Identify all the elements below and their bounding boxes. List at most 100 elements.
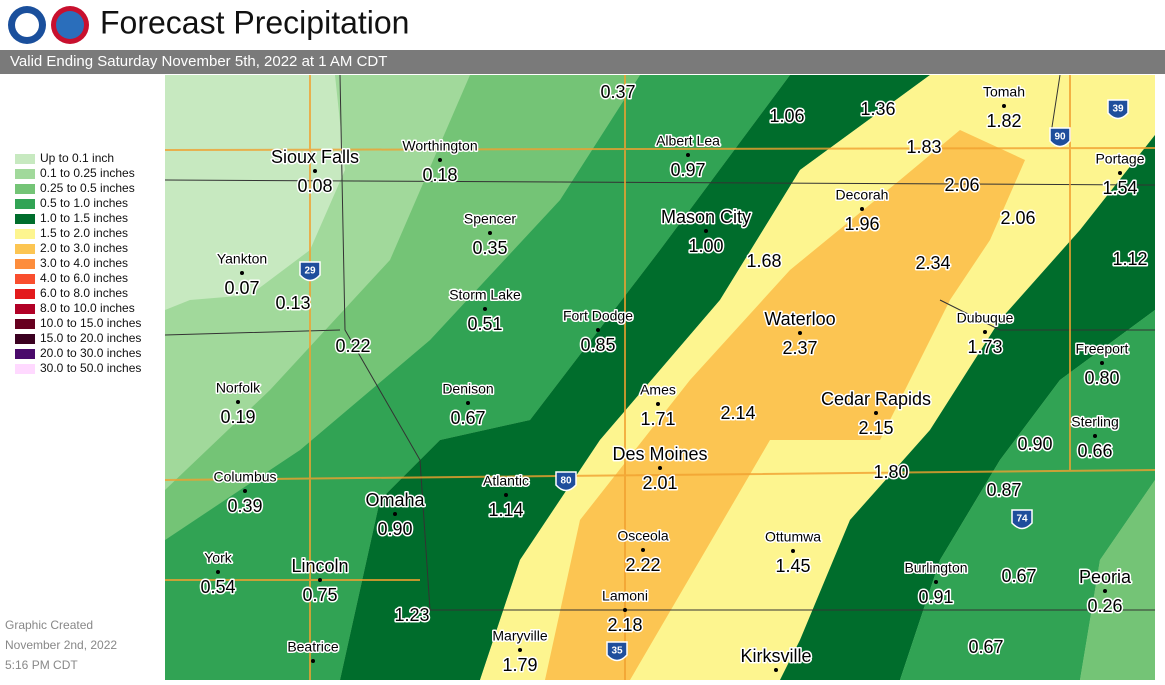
legend-label: 6.0 to 8.0 inches — [40, 286, 128, 300]
city-dot — [488, 231, 492, 235]
city-value: 1.45 — [775, 556, 810, 576]
city-dot — [658, 466, 662, 470]
noaa-logo-inner — [15, 13, 39, 37]
city-dot — [466, 401, 470, 405]
legend-label: 0.25 to 0.5 inches — [40, 181, 135, 195]
interstate-label: 39 — [1112, 104, 1124, 115]
precip-value: 1.12 — [1112, 249, 1147, 269]
legend-swatch — [15, 304, 35, 314]
city-name: Decorah — [836, 187, 889, 203]
interstate-shield — [1107, 99, 1129, 120]
city-name: Burlington — [904, 560, 967, 576]
city-name: Tomah — [983, 84, 1025, 100]
city-dot — [518, 648, 522, 652]
precip-area — [165, 75, 345, 310]
precip-value: 0.67 — [968, 637, 1003, 657]
city-dot — [1100, 361, 1104, 365]
legend-label: 0.1 to 0.25 inches — [40, 166, 135, 180]
city-dot — [1118, 171, 1122, 175]
city-dot — [311, 659, 315, 663]
legend-swatch — [15, 199, 35, 209]
legend-label: 8.0 to 10.0 inches — [40, 301, 135, 315]
legend-label: 2.0 to 3.0 inches — [40, 241, 128, 255]
city-dot — [243, 489, 247, 493]
precip-value: 2.06 — [1000, 208, 1035, 228]
legend-swatch — [15, 154, 35, 164]
precip-value: 1.83 — [906, 137, 941, 157]
precip-value: 0.90 — [1017, 434, 1052, 454]
subtitle: Valid Ending Saturday November 5th, 2022… — [10, 53, 387, 70]
legend-swatch — [15, 214, 35, 224]
precip-value: 0.37 — [600, 82, 635, 102]
city-name: Waterloo — [764, 309, 835, 329]
city-name: Maryville — [492, 628, 547, 644]
precip-value: 0.13 — [275, 293, 310, 313]
city-value: 0.91 — [918, 587, 953, 607]
city-dot — [686, 153, 690, 157]
city-value: 0.51 — [467, 314, 502, 334]
city-value: 0.26 — [1087, 596, 1122, 616]
city-name: Ottumwa — [765, 529, 821, 545]
city-dot — [216, 570, 220, 574]
city-dot — [704, 229, 708, 233]
legend-label: 0.5 to 1.0 inches — [40, 196, 128, 210]
legend-swatch — [15, 349, 35, 359]
city-value: 2.37 — [782, 338, 817, 358]
city-value: 0.35 — [472, 238, 507, 258]
city-name: Atlantic — [483, 473, 529, 489]
city-value: 1.96 — [844, 214, 879, 234]
city-name: Omaha — [365, 490, 425, 510]
city-dot — [623, 608, 627, 612]
precip-value: 2.14 — [720, 403, 755, 423]
city-value: 0.08 — [297, 176, 332, 196]
city-dot — [774, 668, 778, 672]
city-dot — [1093, 434, 1097, 438]
legend-swatch — [15, 289, 35, 299]
city-name: Norfolk — [216, 380, 261, 396]
city-value: 0.80 — [1084, 368, 1119, 388]
city-value: 0.39 — [227, 496, 262, 516]
precip-area — [340, 75, 930, 680]
city-dot — [240, 271, 244, 275]
precip-value: 0.87 — [986, 480, 1021, 500]
city-dot — [1002, 104, 1006, 108]
city-value: 0.75 — [302, 585, 337, 605]
city-dot — [504, 493, 508, 497]
map — [165, 75, 1155, 680]
legend-swatch — [15, 274, 35, 284]
legend-swatch — [15, 184, 35, 194]
city-value: 0.67 — [450, 408, 485, 428]
footer-text: November 2nd, 2022 — [5, 638, 117, 652]
legend-label: Up to 0.1 inch — [40, 151, 114, 165]
precip-value: 1.68 — [746, 251, 781, 271]
city-dot — [313, 169, 317, 173]
footer-text: 5:16 PM CDT — [5, 658, 78, 672]
interstate-label: 90 — [1054, 132, 1066, 143]
city-value: 0.90 — [377, 519, 412, 539]
city-dot — [983, 330, 987, 334]
legend-label: 3.0 to 4.0 inches — [40, 256, 128, 270]
precip-value: 0.22 — [335, 336, 370, 356]
city-value: 2.15 — [858, 418, 893, 438]
interstate-label: 80 — [560, 476, 572, 487]
city-value: 0.19 — [220, 407, 255, 427]
city-name: Osceola — [617, 528, 669, 544]
legend-label: 1.5 to 2.0 inches — [40, 226, 128, 240]
interstate-shield — [606, 641, 628, 662]
interstate-shield — [555, 471, 577, 492]
city-value: 1.54 — [1102, 178, 1137, 198]
state-border — [165, 75, 1155, 611]
city-name: Peoria — [1079, 567, 1132, 587]
city-value: 1.82 — [986, 111, 1021, 131]
footer-text: Graphic Created — [5, 618, 93, 632]
city-value: 1.00 — [688, 236, 723, 256]
interstate-label: 74 — [1016, 514, 1028, 525]
city-name: Lincoln — [291, 556, 348, 576]
city-dot — [438, 158, 442, 162]
city-dot — [483, 307, 487, 311]
city-name: Kirksville — [740, 646, 811, 666]
legend-swatch — [15, 334, 35, 344]
precip-area — [545, 130, 1025, 680]
city-name: Sterling — [1071, 414, 1118, 430]
city-name: Albert Lea — [656, 133, 720, 149]
